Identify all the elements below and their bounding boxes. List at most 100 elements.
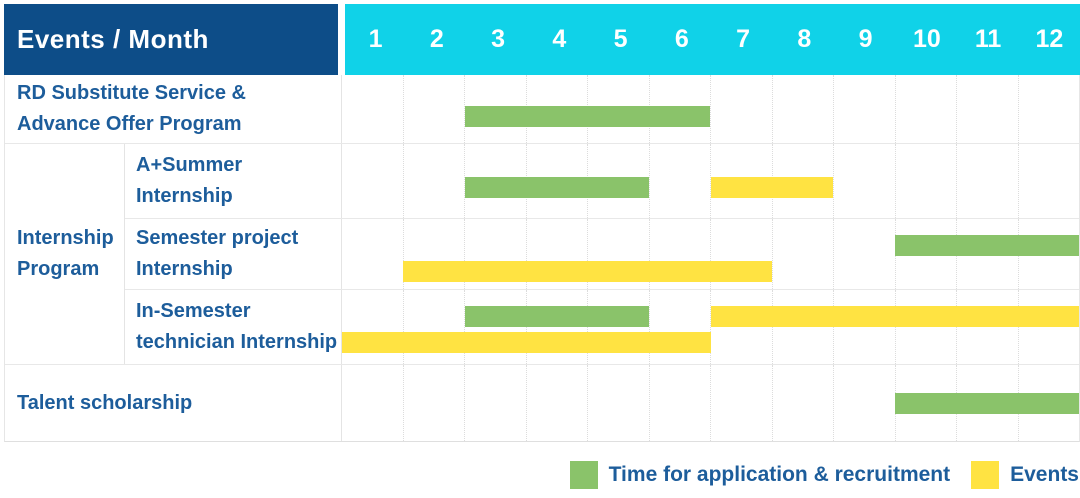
month-grid-cell (710, 290, 772, 364)
events-month-header-cell: Events / Month (4, 4, 338, 75)
events-bar (710, 177, 834, 198)
row-label-in-semester-technician: In-Semester technician Internship (125, 290, 342, 364)
month-grid-cell (710, 365, 772, 441)
month-grid-cell (833, 365, 895, 441)
month-grid-cell (894, 75, 957, 143)
month-grid-cell (587, 290, 649, 364)
application-recruitment-bar (894, 393, 1079, 414)
table-row: RD Substitute Service & Advance Offer Pr… (5, 75, 1079, 143)
row-timeline (342, 75, 1079, 143)
month-grid-cell (587, 219, 649, 289)
table-body: RD Substitute Service & Advance Offer Pr… (4, 75, 1080, 442)
application-recruitment-bar (464, 106, 711, 127)
row-label-rd-substitute: RD Substitute Service & Advance Offer Pr… (5, 75, 342, 143)
month-grid-cell (402, 365, 465, 441)
row-timeline (342, 365, 1079, 441)
events-bar (710, 306, 1079, 327)
month-header-row: 1 2 3 4 5 6 7 8 9 10 11 12 (345, 4, 1080, 75)
group-label-line: Program (17, 258, 100, 280)
row-label-line: Semester project (136, 227, 299, 249)
month-grid-cell (402, 144, 465, 218)
month-header-cell: 12 (1035, 25, 1064, 53)
month-grid-cell (710, 144, 772, 218)
legend: Time for application & recruitment Event… (4, 461, 1080, 489)
row-label-line: Talent scholarship (17, 391, 193, 414)
events-bar (403, 261, 772, 282)
month-grid-cell (648, 365, 711, 441)
month-grid-cell (402, 75, 465, 143)
month-grid-cell (771, 365, 834, 441)
month-grid-cell (648, 290, 711, 364)
row-label-talent-scholarship: Talent scholarship (5, 365, 342, 441)
application-recruitment-bar (894, 235, 1079, 256)
table-row: Semester project Internship (125, 218, 1079, 289)
group-label-internship-program: Internship Program (5, 144, 125, 364)
month-grid-cell (956, 290, 1018, 364)
header-gap (338, 4, 345, 75)
month-grid-cell (525, 290, 588, 364)
month-grid-cell (894, 290, 957, 364)
row-label-line: technician Internship (136, 331, 338, 353)
table-row: In-Semester technician Internship (125, 289, 1079, 364)
month-grid-cell (1017, 290, 1080, 364)
month-grid-cell (464, 290, 526, 364)
month-grid-cell (525, 365, 588, 441)
month-header-cell: 11 (974, 25, 1002, 53)
month-grid-cell (833, 75, 895, 143)
month-header-cell: 9 (858, 25, 873, 53)
month-grid-cell (710, 75, 772, 143)
row-label-semester-project: Semester project Internship (125, 219, 342, 289)
month-grid-cell (464, 75, 526, 143)
month-grid-cell (342, 219, 403, 289)
month-header-cell: 6 (674, 25, 689, 53)
events-bar (342, 332, 711, 353)
group-label-line: Internship (17, 227, 114, 249)
page-title: Events / Month (17, 24, 209, 54)
row-label-line: Advance Offer Program (17, 113, 242, 135)
month-grid-cell (342, 144, 403, 218)
application-recruitment-bar (464, 306, 650, 327)
month-header-cell: 2 (429, 25, 444, 53)
month-grid-cell (833, 219, 895, 289)
month-grid-cell (525, 219, 588, 289)
internship-program-group: Internship Program A+Summer Internship S… (5, 143, 1079, 364)
row-timeline (342, 144, 1079, 218)
month-grid-cell (342, 365, 403, 441)
month-header-cell: 1 (368, 25, 383, 53)
month-grid-cell (1017, 144, 1080, 218)
row-timeline (342, 290, 1079, 364)
month-grid-cell (648, 144, 711, 218)
month-grid-cell (342, 75, 403, 143)
row-label-line: Internship (136, 185, 233, 207)
month-grid-cell (956, 75, 1018, 143)
month-header-cell: 5 (613, 25, 628, 53)
row-label-line: In-Semester (136, 300, 251, 322)
month-header-cell: 10 (912, 25, 941, 53)
month-grid-cell (710, 219, 772, 289)
month-grid-cell (587, 365, 649, 441)
row-timeline (342, 219, 1079, 289)
month-header-cell: 3 (491, 25, 506, 53)
month-grid-cell (464, 219, 526, 289)
month-grid-cell (464, 144, 526, 218)
legend-item-events: Events (971, 461, 1079, 489)
table-row: A+Summer Internship (125, 144, 1079, 218)
month-grid-cell (894, 144, 957, 218)
month-grid-cell (956, 144, 1018, 218)
month-grid-cell (1017, 75, 1080, 143)
month-header-cell: 8 (797, 25, 812, 53)
table-row: Talent scholarship (5, 364, 1079, 441)
month-grid-cell (833, 290, 895, 364)
gantt-table: Events / Month 1 2 3 4 5 6 7 8 9 10 11 12 RD Substi… (4, 4, 1080, 489)
month-grid-cell (402, 290, 465, 364)
month-grid-cell (648, 219, 711, 289)
month-grid-cell (771, 75, 834, 143)
month-grid-cell (402, 219, 465, 289)
month-header-cell: 7 (736, 25, 751, 53)
green-swatch-icon (569, 461, 598, 489)
legend-label: Time for application & recruitment (608, 463, 951, 486)
month-grid-cell (771, 290, 834, 364)
application-recruitment-bar (464, 177, 650, 198)
row-label-line: A+Summer (136, 154, 243, 176)
row-label-line: Internship (136, 258, 233, 280)
